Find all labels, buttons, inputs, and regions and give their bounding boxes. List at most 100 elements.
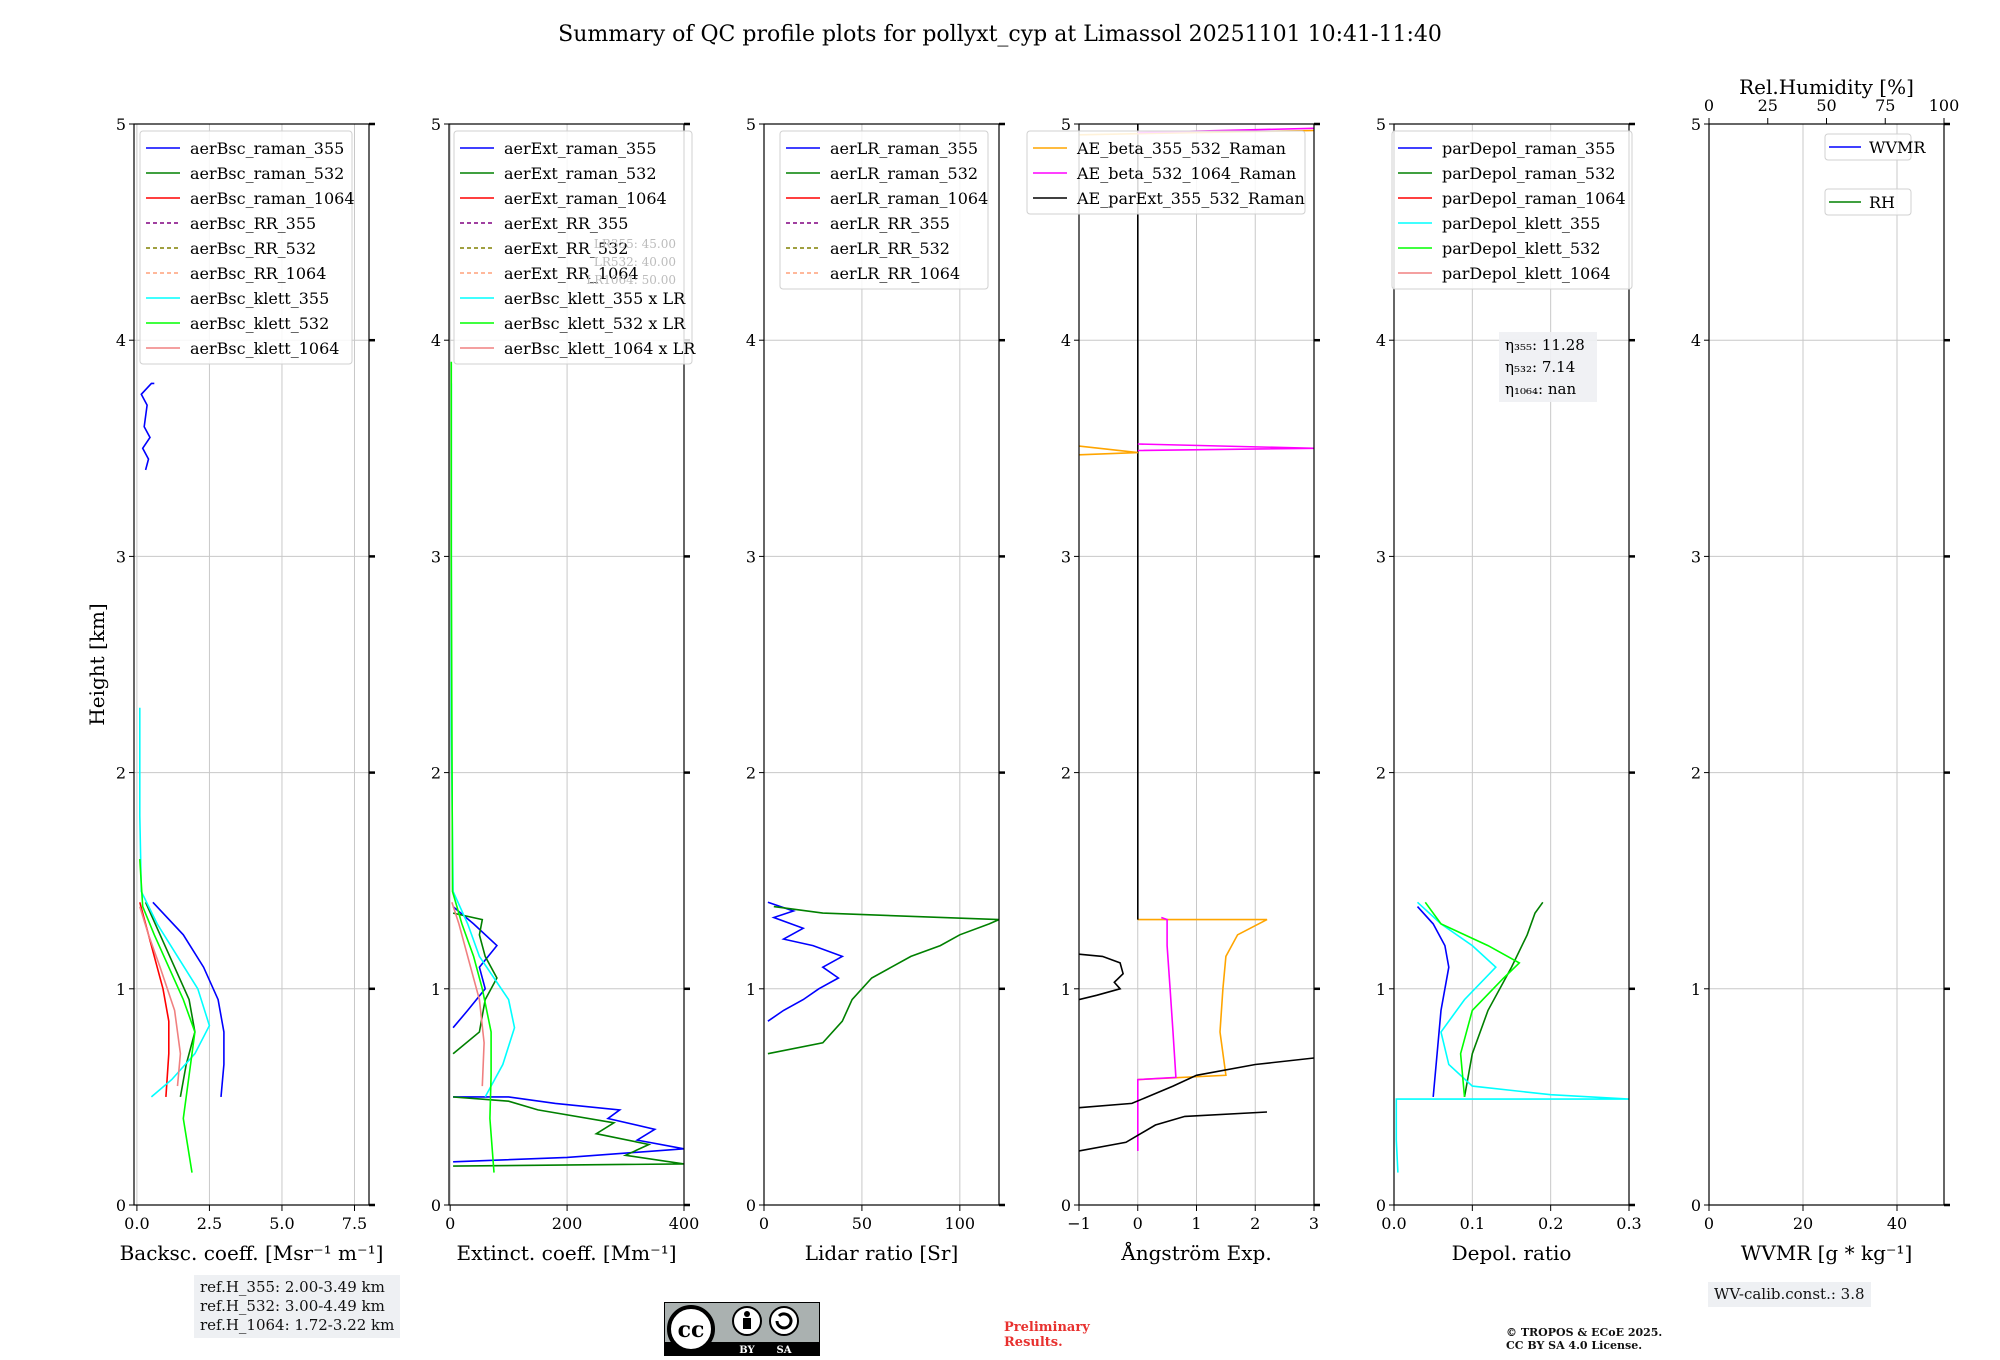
panel-5-series-parDepol_raman_532	[1463, 901, 1544, 1098]
panel-3-legend-label-4: aerLR_RR_532	[830, 239, 950, 258]
panel-2-ytick-label-0: 0	[431, 1196, 441, 1215]
panel-2-legend-label-1: aerExt_raman_532	[504, 164, 657, 183]
wv-calib-box: WV-calib.const.: 3.8	[1708, 1282, 1871, 1307]
panel-1-series-aerBsc_raman_355	[152, 901, 225, 1097]
panel-1-xtick-label-0: 0.0	[124, 1214, 149, 1233]
panel-4-legend-label-2: AE_parExt_355_532_Raman	[1076, 189, 1305, 208]
panel-4-series-AE_beta_532_1064_Raman	[1137, 916, 1177, 1151]
panel-4-series-AE_beta_532_1064_Raman_upper	[1137, 443, 1314, 452]
panel-1-legend-label-0: aerBsc_raman_355	[190, 139, 344, 158]
panel-6-top-xtick-label-3: 75	[1875, 96, 1895, 115]
panel-1-legend-label-2: aerBsc_raman_1064	[190, 189, 355, 208]
panel-2-frame	[448, 123, 685, 1206]
panel-2-legend-label-8: aerBsc_klett_1064 x LR	[504, 339, 696, 358]
panel-2-series-aerBsc_klett_532 x LR	[450, 361, 495, 1173]
panel-6-frame	[1708, 123, 1945, 1206]
panel-3-xtick-label-0: 0	[759, 1214, 769, 1233]
panel-5-xtick-label-0: 0.0	[1381, 1214, 1406, 1233]
figure-title: Summary of QC profile plots for pollyxt_…	[558, 22, 1442, 47]
panel-2-legend-label-2: aerExt_raman_1064	[504, 189, 667, 208]
panel-1-ytick-label-4: 4	[116, 331, 126, 350]
panel-5-frame	[1393, 123, 1630, 1206]
panel-2-xtick-label-1: 200	[552, 1214, 583, 1233]
panel-2-series-aerExt_raman_355	[453, 1096, 684, 1163]
panel-2-ytick-label-1: 1	[431, 980, 441, 999]
panel-1-legend-label-8: aerBsc_klett_1064	[190, 339, 339, 358]
cc-by-sa-icon: cc BY SA	[663, 1301, 821, 1357]
panel-4-ytick-label-3: 3	[1061, 547, 1071, 566]
panel-5-eta-0: η₃₅₅: 11.28	[1505, 336, 1585, 354]
panel-3-legend-label-0: aerLR_raman_355	[830, 139, 978, 158]
y-axis-label: Height [km]	[85, 603, 109, 725]
panel-2-legend-label-4: aerExt_RR_532	[504, 239, 628, 258]
panel-5-legend-label-1: parDepol_raman_532	[1442, 164, 1615, 183]
panel-4-ytick-label-1: 1	[1061, 980, 1071, 999]
panel-2-ytick-label-3: 3	[431, 547, 441, 566]
panel-4-series-AE_beta_355_532_Raman_upper	[1079, 445, 1138, 456]
panel-2-legend-label-0: aerExt_raman_355	[504, 139, 657, 158]
copyright-line-2: CC BY SA 4.0 License.	[1506, 1339, 1643, 1352]
panel-4-ytick-label-0: 0	[1061, 1196, 1071, 1215]
panel-3-xtick-label-2: 100	[945, 1214, 976, 1233]
panel-1-ytick-label-2: 2	[116, 764, 126, 783]
panel-6-top-xlabel: Rel.Humidity [%]	[1739, 75, 1914, 99]
panel-6-xtick-label-1: 20	[1793, 1214, 1813, 1233]
panel-1-legend-label-6: aerBsc_klett_355	[190, 289, 329, 308]
panel-4-xtick-label-2: 1	[1191, 1214, 1201, 1233]
panel-4-xtick-label-3: 2	[1250, 1214, 1260, 1233]
panel-6-legend-label-0: WVMR	[1869, 138, 1926, 157]
panel-1-legend-label-1: aerBsc_raman_532	[190, 164, 344, 183]
panel-3-ytick-label-5: 5	[746, 115, 756, 134]
ref-height-1064: ref.H_1064: 1.72-3.22 km	[200, 1316, 395, 1334]
panel-5-legend-label-2: parDepol_raman_1064	[1442, 189, 1626, 208]
copyright-line-1: © TROPOS & ECoE 2025.	[1506, 1326, 1663, 1339]
panel-3-frame	[763, 123, 1000, 1206]
panel-2-xtick-label-0: 0	[445, 1214, 455, 1233]
panel-4-ytick-label-5: 5	[1061, 115, 1071, 134]
panel-6-ytick-label-4: 4	[1691, 331, 1701, 350]
panel-1-xlabel: Backsc. coeff. [Msr⁻¹ m⁻¹]	[120, 1241, 384, 1265]
panel-4-legend-label-0: AE_beta_355_532_Raman	[1076, 139, 1286, 158]
panel-5-legend-label-0: parDepol_raman_355	[1442, 139, 1615, 158]
panel-1-ytick-label-3: 3	[116, 547, 126, 566]
panel-3-ytick-label-1: 1	[746, 980, 756, 999]
panel-4-xtick-label-1: 0	[1133, 1214, 1143, 1233]
cc-text: cc	[678, 1317, 705, 1343]
panel-6-ytick-label-3: 3	[1691, 547, 1701, 566]
panel-4-series-AE_beta_355_532_Raman	[1137, 918, 1268, 1081]
panel-1-legend-label-5: aerBsc_RR_1064	[190, 264, 326, 283]
panel-2-lr-note-0: LR355: 45.00	[594, 237, 676, 251]
panel-5-xtick-label-2: 0.2	[1538, 1214, 1563, 1233]
panel-2-series-aerExt_raman_532	[453, 1096, 684, 1167]
panel-5-ytick-label-3: 3	[1376, 547, 1386, 566]
panel-5-eta-2: η₁₀₆₄: nan	[1505, 380, 1576, 398]
panel-6-xtick-label-0: 0	[1704, 1214, 1714, 1233]
panel-1-ytick-label-1: 1	[116, 980, 126, 999]
preliminary-line-1: Preliminary	[1004, 1320, 1090, 1335]
panel-4-series-AE_parExt_355_532_Raman	[1079, 1111, 1268, 1152]
panel-1-xtick-label-2: 5.0	[269, 1214, 294, 1233]
panel-1-ytick-label-5: 5	[116, 115, 126, 134]
panel-5-xtick-label-3: 0.3	[1616, 1214, 1641, 1233]
panel-2-legend-box	[453, 130, 693, 365]
panel-1-frame	[133, 123, 370, 1206]
panel-1-xtick-label-3: 7.5	[342, 1214, 367, 1233]
panel-1-series-aerBsc_klett_355	[139, 707, 211, 1098]
panel-6-ytick-label-2: 2	[1691, 764, 1701, 783]
panel-6-legend-box-1	[1824, 188, 1912, 216]
panel-2-xlabel: Extinct. coeff. [Mm⁻¹]	[456, 1241, 676, 1265]
panel-6-ytick-label-0: 0	[1691, 1196, 1701, 1215]
cc-sa-text: SA	[777, 1345, 792, 1356]
wv-calib-text: WV-calib.const.: 3.8	[1714, 1285, 1865, 1303]
panel-6-legend-box-0	[1824, 133, 1912, 161]
panel-2-series-aerExt_raman_355_b	[452, 905, 498, 1029]
panel-4-ytick-label-2: 2	[1061, 764, 1071, 783]
panel-5-series-parDepol_klett_355	[1395, 901, 1629, 1173]
panel-4-series-AE_parExt_355_532_Raman_c	[1079, 953, 1124, 1001]
cc-by-text: BY	[739, 1345, 755, 1356]
panel-4-legend-box	[1026, 130, 1306, 215]
panel-2-legend-label-6: aerBsc_klett_355 x LR	[504, 289, 686, 308]
panel-2-series-aerExt_raman_532_b	[452, 912, 498, 1055]
panel-5-series-parDepol_raman_355	[1416, 906, 1450, 1097]
panel-5-legend-label-5: parDepol_klett_1064	[1442, 264, 1611, 283]
